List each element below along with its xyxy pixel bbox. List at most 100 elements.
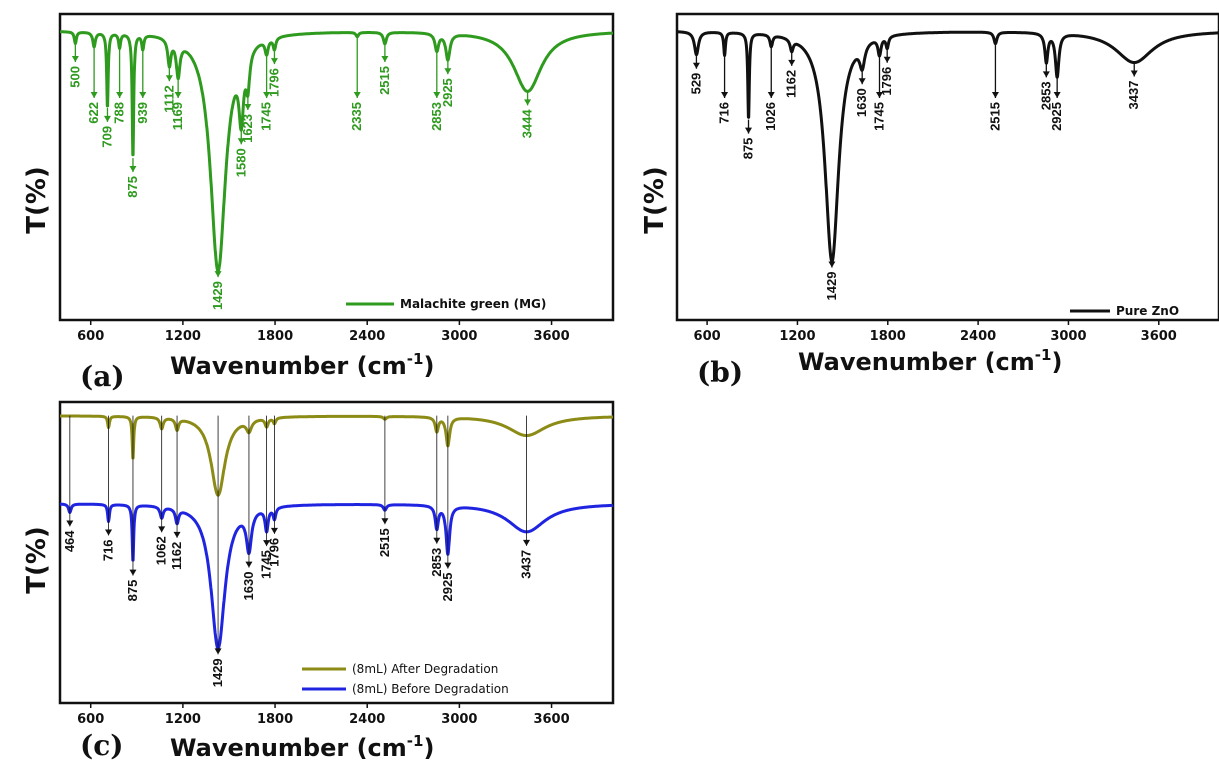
peak-arrow-head — [105, 529, 113, 536]
peak-label: 716 — [717, 102, 732, 124]
peak-label: 464 — [62, 530, 77, 552]
peak-label: 1162 — [784, 70, 799, 98]
panel-b: 600 1200 1800 2400 3000 3600 529 716 875 1026 116… — [640, 12, 1219, 389]
panel-a-frame — [58, 12, 615, 322]
panel-b-letter: (b) — [697, 356, 743, 389]
peak-label: 1745 — [259, 102, 274, 131]
peak-arrow-head — [214, 271, 222, 278]
peak-arrow-head — [828, 261, 836, 268]
panel-c-curves — [58, 414, 615, 650]
series-line — [58, 414, 615, 497]
panel-c-frame — [58, 400, 615, 705]
panel-b-frame — [675, 12, 1219, 322]
peak-label: 622 — [86, 102, 101, 124]
peak-arrow-head — [858, 78, 866, 85]
x-tick-label: 2400 — [960, 329, 996, 344]
peak-arrow-head — [237, 138, 245, 145]
peak-label: 1630 — [854, 88, 869, 117]
peak-label: 1796 — [266, 68, 281, 97]
panel-c-x-axis-label: Wavenumber (cm-1) — [170, 732, 434, 762]
panel-b-peak-labels: 529 716 875 1026 1162 1429 1630 1745 1796 2515 285… — [688, 43, 1141, 301]
peak-arrow-head — [1042, 71, 1050, 78]
peak-label: 1580 — [233, 148, 248, 177]
peak-arrow-head — [524, 99, 532, 106]
peak-arrow-head — [129, 569, 137, 576]
peak-label: 3444 — [520, 109, 535, 139]
peak-arrow-head — [245, 561, 253, 568]
peak-arrow-head — [875, 92, 883, 98]
x-tick-label: 1200 — [779, 329, 815, 344]
panel-c-x-axis: 600 1200 1800 2400 3000 3600 — [77, 703, 570, 727]
peak-arrow-head — [103, 115, 111, 122]
panel-b-x-axis: 600 1200 1800 2400 3000 3600 — [694, 320, 1177, 344]
peak-label: 3437 — [1126, 81, 1141, 110]
panel-c-legend: (8mL) After Degradation (8mL) Before Deg… — [302, 662, 509, 696]
peak-arrow-head — [173, 531, 181, 538]
x-tick-label: 3000 — [441, 329, 477, 344]
peak-arrow-head — [381, 518, 389, 525]
peak-label: 529 — [688, 73, 703, 95]
peak-label: 1162 — [169, 542, 184, 570]
peak-label: 875 — [125, 176, 140, 198]
peak-label: 1623 — [240, 114, 255, 143]
peak-label: 1429 — [824, 272, 839, 301]
x-tick-label: 1200 — [165, 712, 201, 727]
panel-b-y-axis-label: T(%) — [640, 166, 670, 234]
peak-label: 2925 — [440, 573, 455, 602]
peak-arrow-head — [883, 56, 891, 63]
peak-label: 1630 — [241, 572, 256, 601]
peak-label: 2925 — [440, 78, 455, 107]
peak-label: 788 — [112, 102, 127, 124]
peak-label: 2853 — [429, 102, 444, 131]
peak-arrow-head — [270, 58, 278, 65]
panel-b-legend: Pure ZnO — [1070, 304, 1179, 318]
peak-label: 709 — [99, 126, 114, 148]
x-tick-label: 3600 — [1141, 329, 1177, 344]
peak-arrow-head — [214, 648, 222, 655]
peak-arrow-head — [129, 166, 137, 173]
x-tick-label: 1200 — [165, 329, 201, 344]
x-tick-label: 2400 — [349, 329, 385, 344]
panel-b-curves — [675, 30, 1219, 263]
peak-arrow-head — [745, 127, 753, 134]
peak-arrow-head — [158, 526, 166, 533]
peak-label: 1796 — [266, 538, 281, 567]
x-tick-label: 1800 — [257, 329, 293, 344]
peak-arrow-head — [444, 68, 452, 75]
peak-arrow-head — [174, 92, 182, 98]
peak-label: 2515 — [377, 66, 392, 95]
series-line — [58, 502, 615, 650]
peak-arrow-head — [991, 92, 999, 98]
peak-arrow-head — [66, 520, 74, 527]
peak-arrow-head — [1053, 92, 1061, 98]
peak-arrow-head — [381, 56, 389, 62]
x-tick-label: 1800 — [257, 712, 293, 727]
panel-a-y-axis-label: T(%) — [22, 166, 52, 234]
peak-label: 875 — [741, 138, 756, 160]
x-tick-label: 600 — [694, 329, 721, 344]
x-tick-label: 3600 — [533, 712, 569, 727]
peak-label: 2335 — [349, 102, 364, 131]
panel-a-curves — [58, 30, 615, 273]
peak-label: 1026 — [763, 102, 778, 131]
panel-c-letter: (c) — [80, 729, 124, 762]
peak-label: 1796 — [879, 67, 894, 96]
peak-label: 2853 — [1038, 81, 1053, 110]
peak-arrow-head — [433, 92, 441, 98]
peak-label: 500 — [67, 66, 82, 88]
x-tick-label: 600 — [77, 329, 104, 344]
peak-arrow-head — [139, 92, 147, 98]
peak-arrow-head — [523, 539, 531, 546]
peak-label: 716 — [101, 539, 116, 561]
peak-arrow-head — [116, 92, 124, 98]
x-tick-label: 3600 — [533, 329, 569, 344]
panel-b-legend-label: Pure ZnO — [1116, 304, 1179, 318]
peak-arrow-head — [353, 92, 361, 98]
panel-b-x-axis-label: Wavenumber (cm-1) — [798, 346, 1062, 376]
peak-label: 1745 — [259, 550, 274, 579]
x-tick-label: 1800 — [870, 329, 906, 344]
panel-a-x-axis: 600 1200 1800 2400 3000 3600 — [77, 320, 570, 344]
x-tick-label: 3000 — [441, 712, 477, 727]
